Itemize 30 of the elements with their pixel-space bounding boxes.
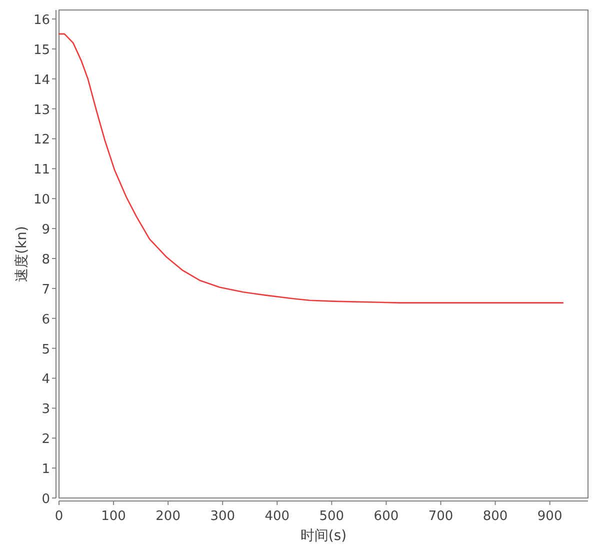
y-tick-label: 1 — [42, 462, 50, 478]
y-tick-label: 11 — [33, 162, 50, 178]
y-tick-label: 2 — [42, 432, 50, 448]
y-tick-label: 9 — [42, 222, 50, 238]
x-tick-label: 100 — [101, 509, 126, 524]
y-tick-label: 15 — [33, 42, 50, 58]
y-axis-title: 速度(kn) — [14, 226, 30, 282]
y-tick-label: 16 — [33, 12, 50, 28]
x-tick-label: 300 — [210, 509, 236, 524]
y-tick-label: 4 — [42, 372, 50, 388]
x-tick-label: 0 — [54, 509, 64, 524]
x-tick-label: 400 — [264, 509, 290, 524]
y-tick-label: 6 — [42, 312, 50, 328]
x-tick-label: 900 — [537, 509, 562, 524]
x-tick-label: 700 — [428, 509, 454, 524]
y-tick-label: 5 — [42, 342, 50, 358]
y-tick-label: 8 — [42, 252, 50, 268]
y-tick-label: 10 — [33, 192, 50, 208]
y-tick-label: 7 — [42, 282, 50, 298]
y-tick-label: 3 — [42, 402, 50, 418]
x-tick-label: 600 — [374, 509, 399, 524]
x-tick-label: 500 — [319, 509, 344, 524]
y-tick-label: 13 — [33, 102, 50, 118]
line-series — [58, 33, 564, 304]
x-tick-label: 800 — [482, 509, 508, 524]
y-tick-label: 0 — [42, 492, 50, 507]
y-tick-label: 14 — [33, 72, 50, 88]
y-tick-label: 12 — [33, 132, 50, 148]
x-axis-title: 时间(s) — [300, 528, 347, 544]
x-tick-label: 200 — [156, 509, 180, 524]
